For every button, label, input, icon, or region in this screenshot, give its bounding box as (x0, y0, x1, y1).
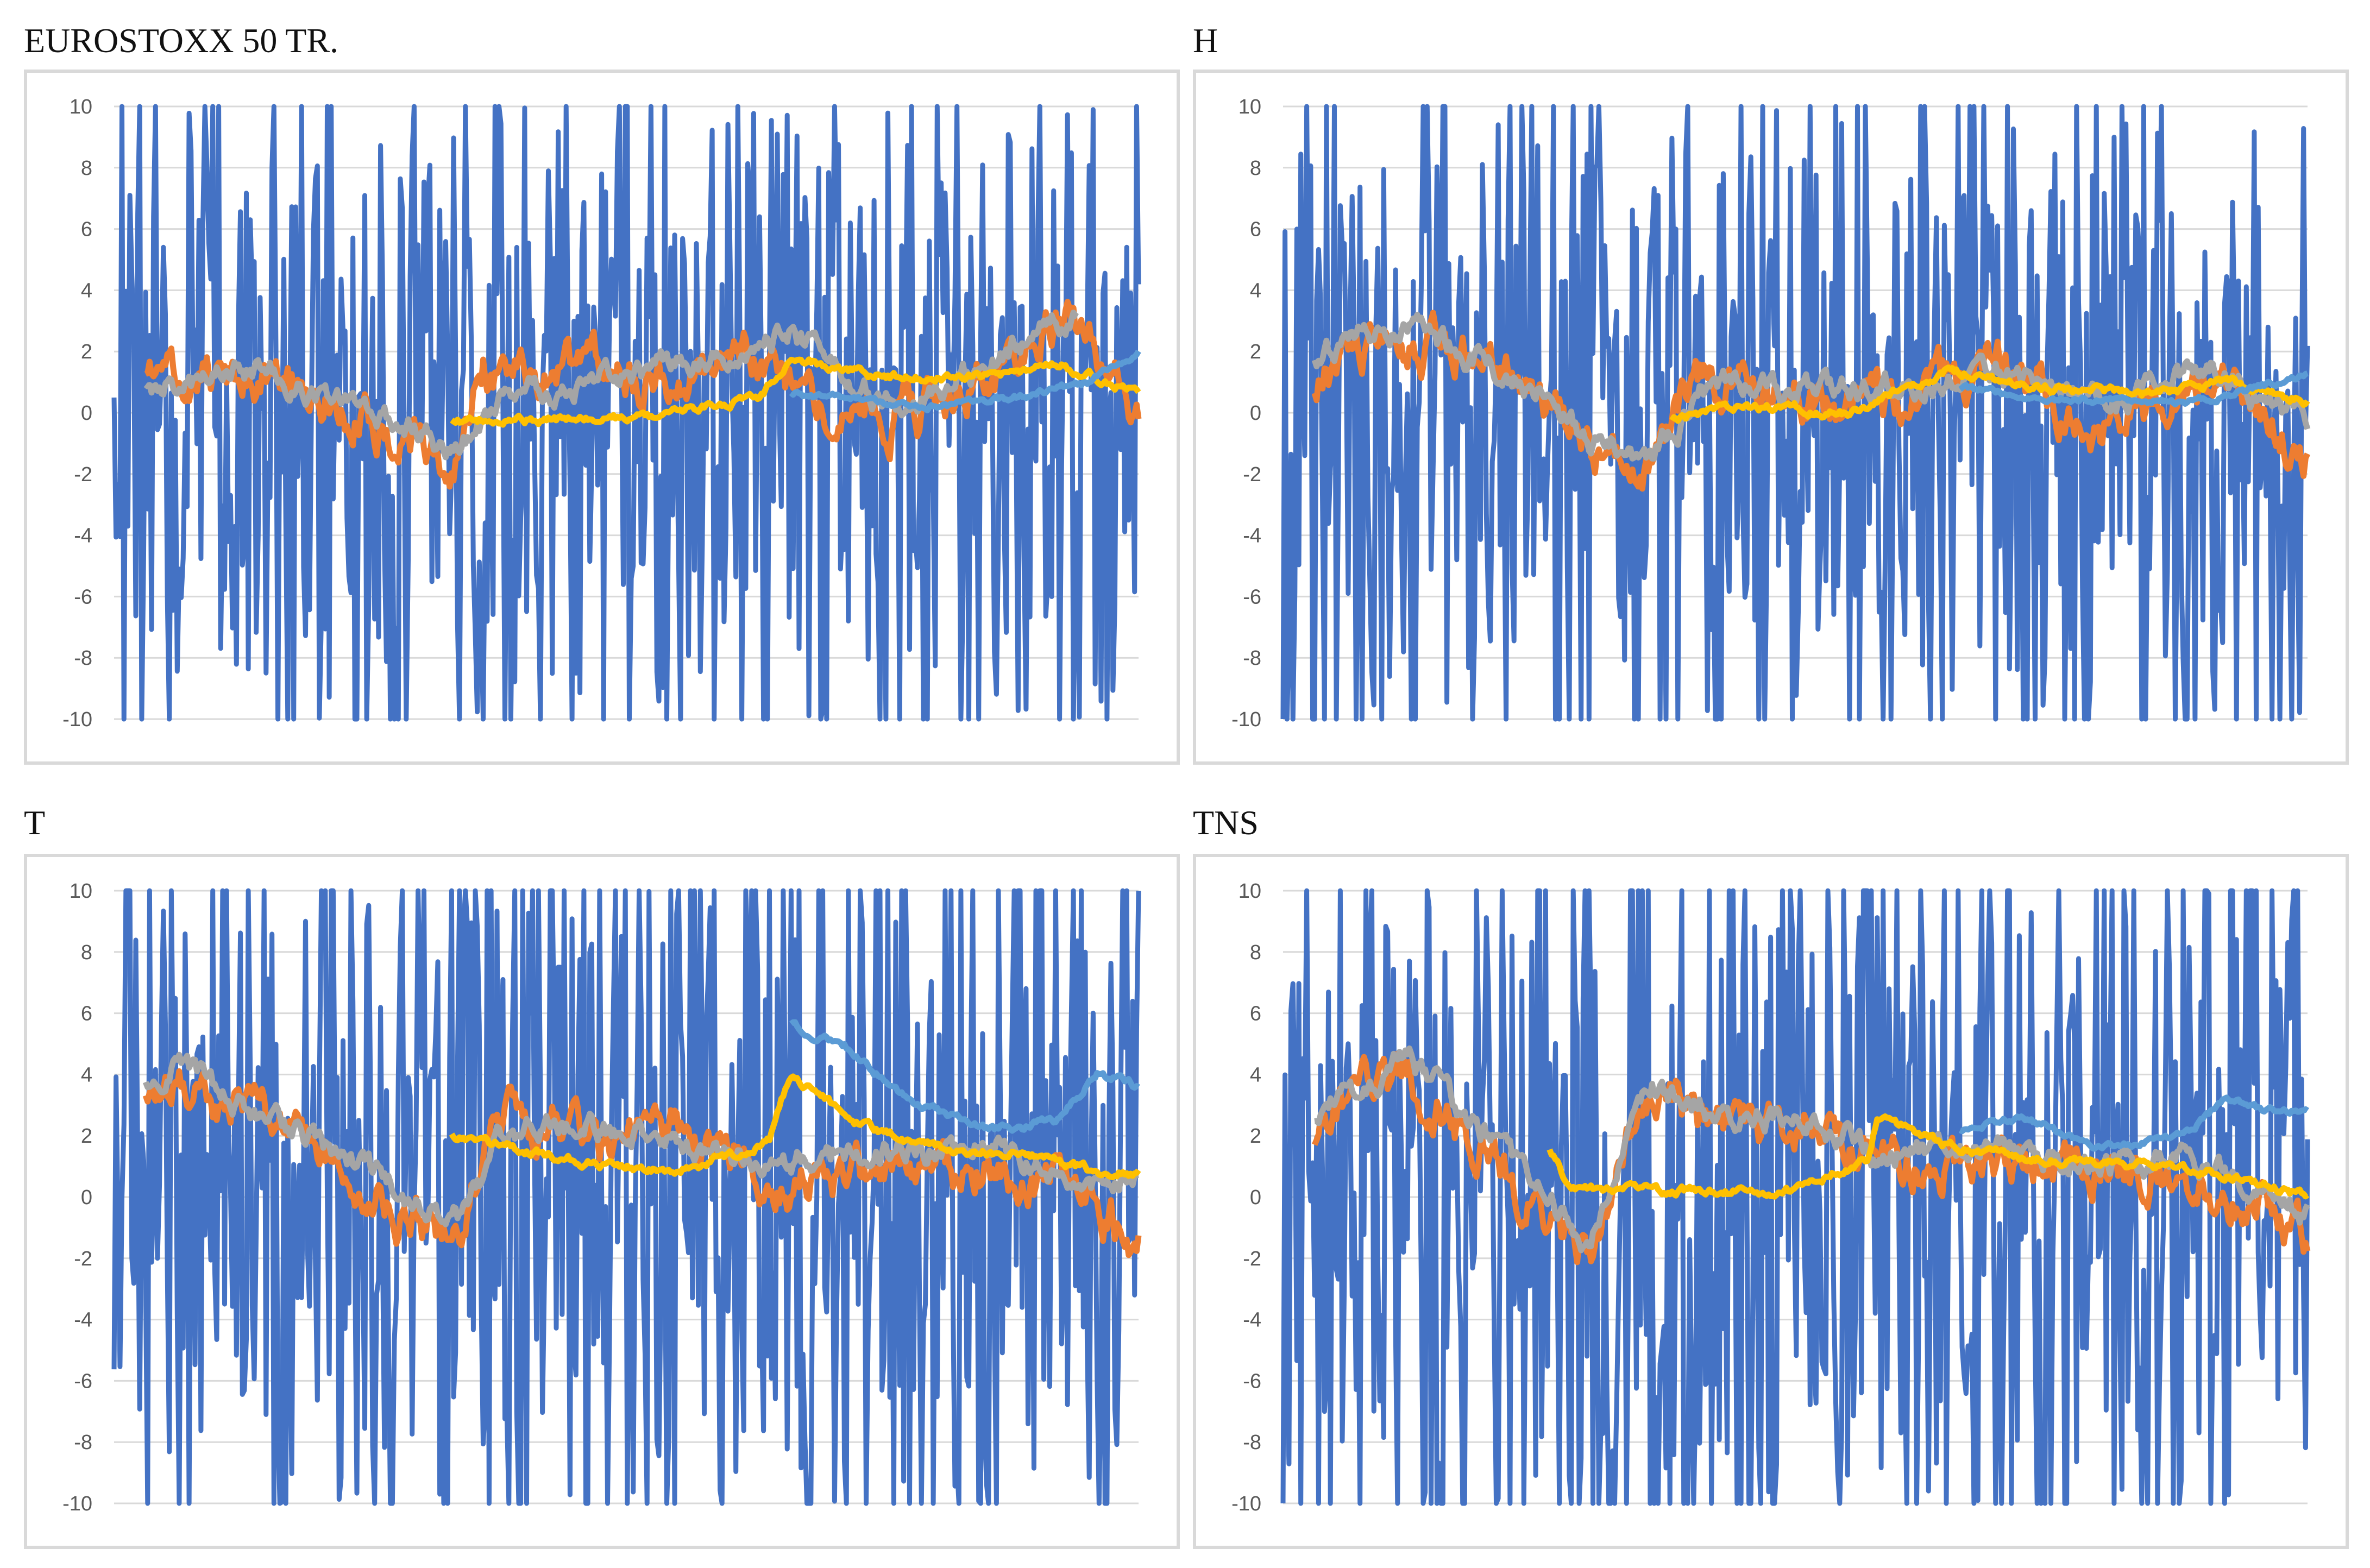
series-line-gray (142, 1051, 1140, 1227)
chart-title: H (1193, 21, 1218, 60)
series-line-yellow (1669, 364, 2310, 424)
y-tick-label: -2 (74, 1248, 92, 1270)
y-tick-label: 6 (81, 218, 92, 241)
y-tick-label: 0 (81, 402, 92, 425)
y-tick-label: 0 (1250, 1186, 1261, 1209)
y-tick-label: 4 (81, 279, 92, 302)
y-tick-label: -6 (1243, 585, 1261, 608)
chart-frame: 10 8 6 4 2 0 -2 -4 -6 -8 -10 (1193, 70, 2349, 765)
y-tick-label: -8 (74, 1431, 92, 1454)
chart-frame: 10 8 6 4 2 0 -2 -4 -6 -8 -10 (24, 854, 1180, 1549)
y-tick-label: -10 (1231, 708, 1261, 731)
y-tick-label: -10 (1231, 1493, 1261, 1515)
series-line-gray (1313, 1045, 2310, 1254)
y-tick-label: -8 (74, 647, 92, 670)
y-tick-label: -2 (74, 463, 92, 486)
y-tick-label: -8 (1243, 1431, 1261, 1454)
y-tick-label: 10 (70, 880, 92, 903)
y-tick-label: -2 (1243, 1248, 1261, 1270)
y-tick-label: 2 (1250, 1125, 1261, 1148)
y-tick-label: -2 (1243, 463, 1261, 486)
series-line-orange (1311, 310, 2310, 492)
y-tick-label: -10 (62, 708, 92, 731)
chart-frame: 10 8 6 4 2 0 -2 -4 -6 -8 -10 (1193, 854, 2349, 1549)
y-tick-label: 8 (1250, 941, 1261, 964)
y-tick-label: -4 (74, 1309, 92, 1332)
series-line-gray (1311, 312, 2311, 462)
line-chart-eurostoxx: 10 8 6 4 2 0 -2 -4 -6 -8 -10 (62, 96, 1142, 731)
series-line-blue (1280, 888, 2310, 1506)
y-tick-label: 10 (1239, 96, 1261, 118)
series-line-blue (111, 888, 1141, 1506)
series-line-yellow (1547, 1113, 2310, 1200)
line-chart-tns: 10 8 6 4 2 0 -2 -4 -6 -8 -10 (1231, 880, 2311, 1515)
y-tick-label: 6 (81, 1003, 92, 1025)
series-line-orange (142, 1068, 1142, 1258)
y-tick-label: -4 (74, 525, 92, 547)
y-tick-label: 2 (81, 1125, 92, 1148)
series-line-yellow (450, 356, 1141, 428)
y-tick-label: 4 (1250, 279, 1261, 302)
line-chart-t: 10 8 6 4 2 0 -2 -4 -6 -8 -10 (62, 880, 1142, 1515)
series-line-lightblue (1958, 1094, 2310, 1152)
series-line-yellow (449, 1073, 1141, 1181)
y-tick-label: 4 (1250, 1063, 1261, 1086)
y-tick-label: 6 (1250, 218, 1261, 241)
series-line-lightblue (1958, 370, 2309, 408)
y-tick-label: 10 (70, 96, 92, 118)
chart-title: TNS (1193, 803, 1259, 842)
y-tick-label: 8 (1250, 157, 1261, 180)
y-tick-label: 0 (81, 1186, 92, 1209)
series-line-gray (143, 310, 1079, 461)
chart-title: EUROSTOXX 50 TR. (24, 21, 339, 60)
y-tick-label: 2 (1250, 341, 1261, 363)
y-tick-label: -8 (1243, 647, 1261, 670)
y-tick-label: 0 (1250, 402, 1261, 425)
y-tick-label: 4 (81, 1063, 92, 1086)
y-tick-label: -6 (74, 585, 92, 608)
y-tick-label: 2 (81, 341, 92, 363)
y-tick-label: 10 (1239, 880, 1261, 903)
y-tick-label: 8 (81, 157, 92, 180)
series-line-lightblue (789, 1019, 1140, 1134)
series-line-lightblue (789, 349, 1141, 413)
line-chart-h: 10 8 6 4 2 0 -2 -4 -6 -8 -10 (1231, 96, 2311, 731)
y-tick-label: -4 (1243, 1309, 1261, 1332)
chart-frame: 10 8 6 4 2 0 -2 -4 -6 -8 -10 (24, 70, 1180, 765)
y-tick-label: -6 (74, 1370, 92, 1393)
y-tick-label: -10 (62, 1493, 92, 1515)
y-tick-label: -6 (1243, 1370, 1261, 1393)
y-tick-label: -4 (1243, 525, 1261, 547)
chart-title: T (24, 803, 46, 842)
y-tick-label: 6 (1250, 1003, 1261, 1025)
y-tick-label: 8 (81, 941, 92, 964)
series-line-orange (1312, 1051, 2311, 1265)
